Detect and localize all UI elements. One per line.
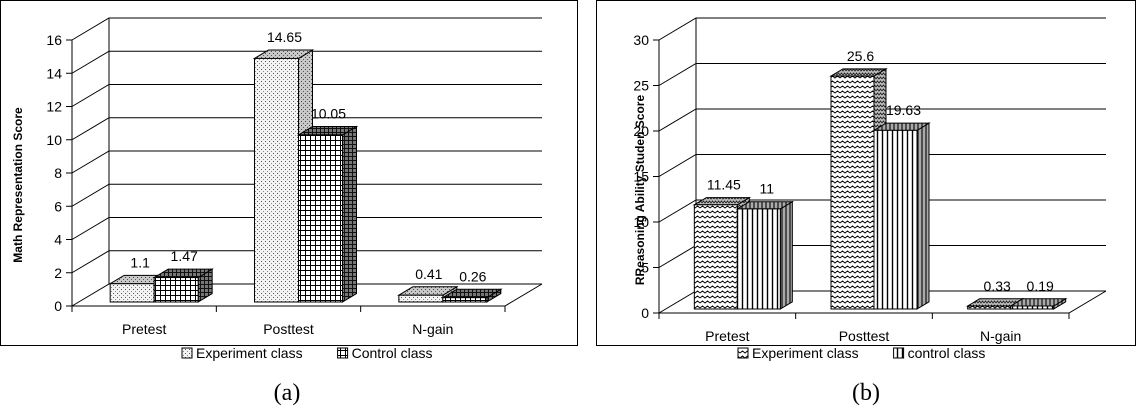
data-label: 10.05: [311, 106, 346, 122]
y-axis-title: Math Representation Score: [11, 107, 25, 263]
legend-label: Control class: [352, 345, 433, 361]
data-label: 25.6: [847, 48, 874, 64]
y-tick-label: 10: [46, 132, 62, 148]
data-label: 0.19: [1027, 278, 1054, 294]
bar-experiment-class: [109, 283, 155, 303]
y-axis-title: RReasoning Ability Studen Score: [633, 95, 647, 286]
y-tick-label: 6: [54, 198, 62, 214]
legend-swatch: [737, 347, 749, 359]
chart-panel-a: 0 2 4 6 8 10 12 14 16 Math Representation Score Pr…: [0, 0, 578, 406]
y-tick-label: 14: [46, 65, 62, 81]
y-tick-label: 20: [633, 123, 649, 139]
data-label: 0.26: [459, 268, 486, 284]
gridline: [71, 150, 542, 174]
y-tick-label: 2: [54, 265, 62, 281]
x-category-label: Pretest: [705, 328, 749, 344]
gridline: [71, 250, 542, 274]
gridline: [71, 84, 542, 107]
legend-swatch: [181, 347, 193, 359]
data-label: 0.33: [984, 278, 1011, 294]
x-category-label: Posttest: [839, 328, 890, 344]
bar-control-class: [736, 208, 781, 310]
x-category-label: N-gain: [412, 321, 453, 337]
bar-experiment-class: [830, 75, 875, 310]
bar-side: [342, 125, 357, 303]
bar-control-class: [298, 134, 343, 303]
x-category-label: Posttest: [263, 321, 314, 337]
x-category-label: Pretest: [122, 321, 166, 337]
y-tick-label: 0: [641, 305, 649, 321]
bar-control-class: [153, 277, 199, 303]
legend-swatch: [337, 347, 349, 359]
gridline: [71, 50, 542, 74]
gridline: [658, 108, 1106, 132]
bar-side: [916, 122, 930, 310]
y-tick-label: 8: [54, 165, 62, 181]
legend-swatch: [893, 347, 905, 359]
panel-caption: (b): [852, 380, 880, 406]
gridline: [658, 17, 1106, 41]
y-tick-label: 25: [633, 78, 649, 94]
gridline: [658, 63, 1106, 86]
x-category-label: N-gain: [980, 328, 1021, 344]
gridline: [71, 217, 542, 240]
data-label: 14.65: [267, 29, 302, 45]
bar-control-class: [1010, 305, 1055, 310]
y-tick-label: 12: [46, 99, 62, 115]
data-label: 1.1: [130, 254, 150, 270]
bar-side: [779, 200, 793, 310]
y-tick-label: 10: [633, 214, 649, 230]
gridline: [658, 154, 1106, 177]
y-tick-label: 16: [46, 32, 62, 48]
panel-caption: (a): [274, 380, 301, 406]
bar-experiment-class: [967, 305, 1012, 310]
legend-label: Experiment class: [752, 345, 859, 361]
legend-label: control class: [908, 345, 986, 361]
data-label: 1.47: [171, 248, 198, 264]
gridline: [71, 117, 542, 141]
bar-experiment-class: [254, 57, 299, 303]
data-label: 0.41: [415, 266, 442, 282]
gridline: [658, 199, 1106, 223]
data-label: 11: [760, 181, 775, 197]
legend-label: Experiment class: [196, 345, 303, 361]
gridline: [71, 183, 542, 207]
y-tick-label: 15: [633, 169, 649, 185]
bar-control-class: [873, 129, 918, 310]
data-label: 11.45: [707, 177, 741, 193]
gridline: [71, 17, 542, 41]
bar-control-class: [442, 297, 488, 303]
chart-panel-b: 0 5 10 15 20 25 30 RReasoning Ability Studen Sc…: [596, 0, 1136, 406]
data-label: 19.63: [886, 102, 921, 118]
y-tick-label: 4: [54, 232, 62, 248]
y-tick-label: 0: [54, 298, 62, 314]
bar-experiment-class: [693, 204, 738, 310]
y-tick-label: 30: [633, 32, 649, 48]
bar-experiment-class: [398, 294, 444, 303]
y-tick-label: 5: [641, 260, 649, 276]
